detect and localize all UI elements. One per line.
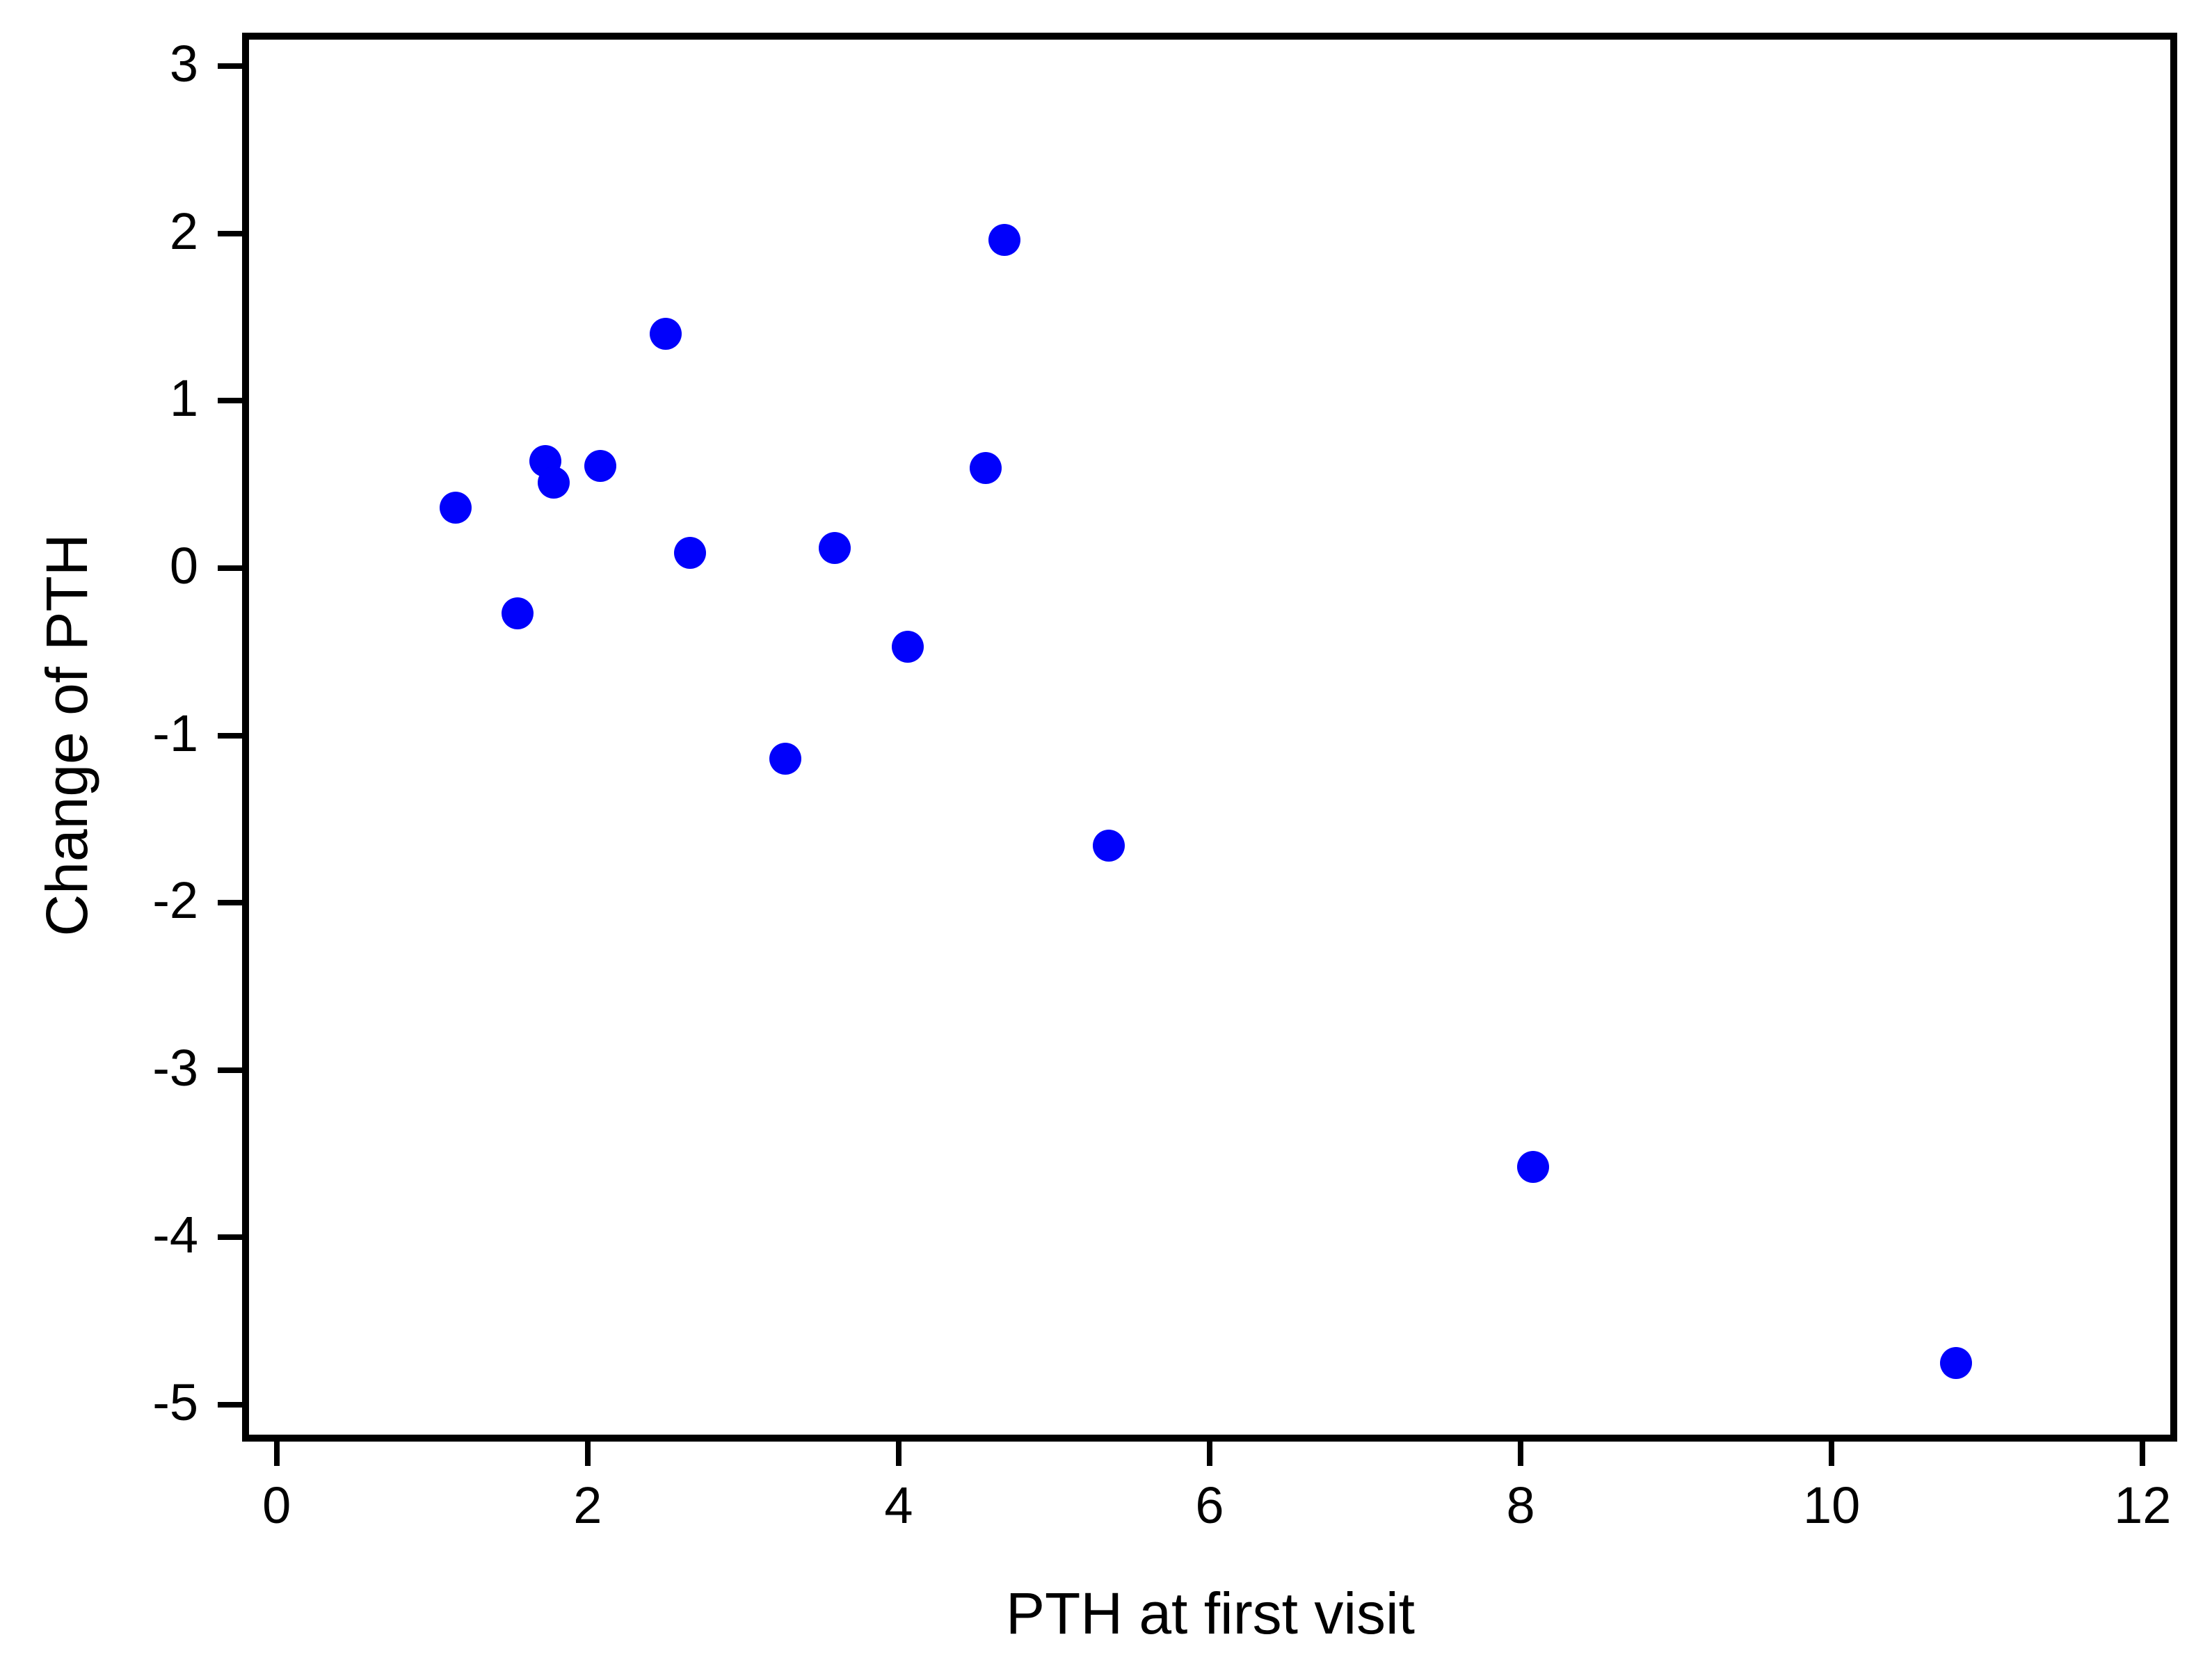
y-tick-label: -4 [152,1206,198,1264]
y-tick-label: 1 [169,369,198,428]
data-point [674,537,707,570]
y-tick-mark [218,565,246,571]
data-point [970,451,1002,484]
data-point [819,532,851,565]
data-point [892,631,924,663]
data-point [439,492,472,524]
data-point [769,743,801,775]
x-axis-title: PTH at first visit [1005,1581,1416,1646]
data-point [649,318,682,350]
data-point [988,224,1020,257]
x-tick-label: 10 [1803,1476,1861,1534]
y-tick-mark [218,230,246,236]
x-tick-label: 2 [573,1476,602,1534]
data-point [502,597,534,629]
y-tick-label: 0 [169,536,198,595]
x-tick-mark [584,1438,591,1466]
y-tick-mark [218,732,246,739]
y-tick-label: -3 [152,1038,198,1097]
y-tick-mark [218,63,246,70]
x-tick-mark [1207,1438,1212,1466]
data-point [537,467,570,499]
data-point [1940,1346,1973,1379]
y-tick-mark [218,1067,246,1073]
x-tick-label: 6 [1195,1476,1224,1534]
y-tick-mark [218,900,246,906]
x-tick-label: 8 [1506,1476,1535,1534]
y-tick-label: -1 [152,704,198,762]
data-point [1092,830,1125,862]
x-tick-label: 4 [884,1476,913,1534]
y-tick-label: 2 [169,202,198,260]
y-tick-label: -2 [152,871,198,930]
x-tick-mark [1518,1438,1524,1466]
y-tick-mark [218,1234,246,1241]
data-point [1516,1151,1549,1184]
y-axis-title: Change of PTH [34,533,99,937]
x-tick-label: 0 [262,1476,291,1534]
x-tick-label: 12 [2114,1476,2172,1534]
y-tick-label: -5 [152,1373,198,1431]
y-tick-mark [218,398,246,404]
y-tick-label: 3 [169,35,198,93]
x-tick-mark [2140,1438,2146,1466]
data-point [584,450,616,483]
x-tick-mark [895,1438,901,1466]
y-tick-mark [218,1401,246,1408]
x-tick-mark [273,1438,280,1466]
plot-frame [242,33,2177,1442]
x-tick-mark [1829,1438,1835,1466]
